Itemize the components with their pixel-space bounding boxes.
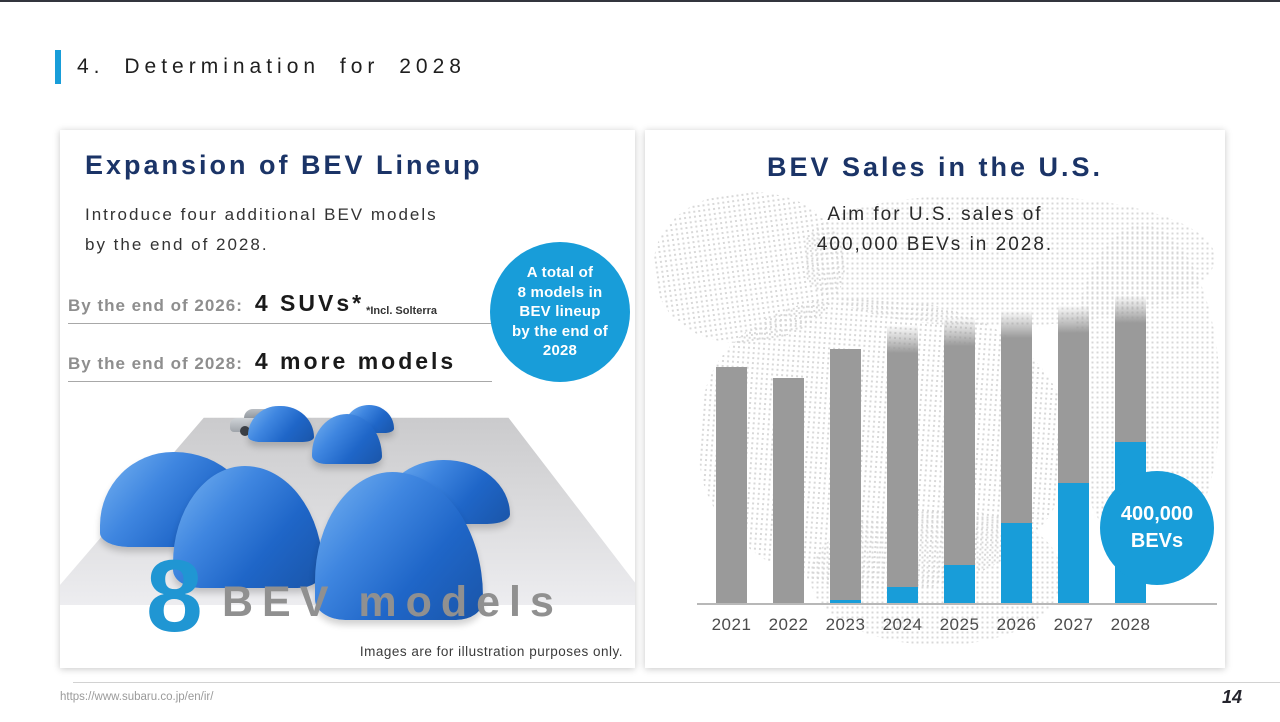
year-axis-label: 2027 [1053,615,1094,634]
bev-lineup-panel: Expansion of BEV Lineup Introduce four a… [60,130,635,668]
left-panel-title: Expansion of BEV Lineup [85,150,483,180]
total-sales-bar [887,325,918,603]
year-axis-label: 2021 [711,615,752,634]
year-axis-label: 2024 [882,615,923,634]
subtitle-line-2: 400,000 BEVs in 2028. [816,234,1054,256]
sales-target-badge: 400,000 BEVs [1100,471,1214,585]
badge-line: BEV lineup [519,303,601,321]
slide-title: 4. Determination for 2028 [77,55,466,78]
year-axis-label: 2023 [825,615,866,634]
image-disclaimer: Images are for illustration purposes onl… [359,644,623,659]
milestone-value: 4 SUVs* [254,290,365,316]
bev-sales-bar [830,600,861,603]
title-accent-bar [55,50,61,84]
bev-sales-bar [944,565,975,603]
milestone-label: By the end of 2028: [68,354,243,373]
bar-group-2024: 2024 [883,295,922,634]
bar-group-2027: 2027 [1054,295,1093,634]
badge-line: 400,000 [1120,503,1194,525]
milestone-footnote: *Incl. Solterra [366,305,438,317]
subtitle-line-2: by the end of 2028. [85,234,269,254]
bev-sales-bar [1058,483,1089,603]
bev-sales-panel: BEV Sales in the U.S. Aim for U.S. sales… [645,130,1225,668]
badge-line: by the end of [512,322,608,340]
slide-header: 4. Determination for 2028 [55,50,466,84]
milestone-label: By the end of 2026: [68,296,243,315]
bar-group-2022: 2022 [769,295,808,634]
bev-sales-bar [1001,523,1032,603]
bar-group-2021: 2021 [712,295,751,634]
right-panel-title: BEV Sales in the U.S. [766,152,1104,182]
bev-sales-bar [887,587,918,603]
subtitle-line-1: Introduce four additional BEV models [85,205,438,224]
chart-baseline [697,603,1217,605]
big-number-label: BEV models [222,578,563,626]
year-axis-label: 2026 [996,615,1037,634]
subtitle-line-1: Aim for U.S. sales of [827,204,1043,225]
milestone-row-2026: By the end of 2026: 4 SUVs* *Incl. Solte… [68,290,492,324]
total-sales-bar [773,378,804,603]
year-axis-label: 2025 [939,615,980,634]
year-axis-label: 2022 [768,615,809,634]
bar-group-2023: 2023 [826,295,865,634]
badge-line: 8 models in [517,283,603,301]
footer-url: https://www.subaru.co.jp/en/ir/ [60,691,214,703]
year-axis-label: 2028 [1110,615,1151,634]
page-number: 14 [1221,687,1242,707]
total-models-badge: A total of 8 models in BEV lineup by the… [490,242,630,382]
window-top-edge [0,0,1280,2]
badge-line: A total of [526,264,594,282]
right-panel-subtitle: Aim for U.S. sales of 400,000 BEVs in 20… [645,200,1225,261]
milestone-row-2028: By the end of 2028: 4 more models [68,348,492,382]
bar-group-2026: 2026 [997,295,1036,634]
footer-divider [73,682,1280,683]
car-wheel [240,426,250,436]
total-sales-bar [716,367,747,603]
bar-group-2025: 2025 [940,295,979,634]
badge-line: BEVs [1130,530,1184,552]
left-panel-subtitle: Introduce four additional BEV models by … [85,200,438,260]
badge-line: 2028 [542,342,578,360]
total-sales-bar [830,349,861,603]
milestone-value: 4 more models [254,348,457,374]
total-sales-bar [944,318,975,603]
big-number-8: 8 [146,539,203,653]
